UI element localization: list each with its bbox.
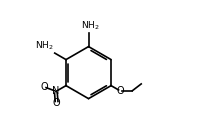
Text: O: O (116, 86, 124, 96)
Text: O: O (40, 82, 48, 92)
Text: O: O (53, 98, 60, 108)
Text: NH$_2$: NH$_2$ (81, 20, 99, 32)
Text: N: N (52, 86, 60, 96)
Text: NH$_2$: NH$_2$ (35, 39, 54, 52)
